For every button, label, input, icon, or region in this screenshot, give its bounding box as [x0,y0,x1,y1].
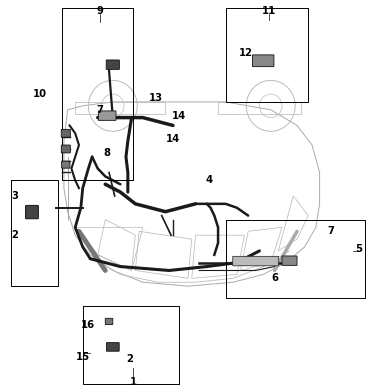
Text: 10: 10 [32,89,47,99]
Text: 3: 3 [12,191,18,201]
Text: 5: 5 [356,244,362,254]
Text: 11: 11 [262,6,276,16]
Text: 13: 13 [149,93,163,103]
FancyBboxPatch shape [62,161,70,168]
FancyBboxPatch shape [98,111,116,120]
FancyBboxPatch shape [106,60,120,69]
FancyBboxPatch shape [105,318,113,325]
Text: 4: 4 [205,175,212,185]
Text: 1: 1 [130,377,137,387]
Text: 14: 14 [166,134,180,144]
FancyBboxPatch shape [233,256,279,266]
Text: 2: 2 [126,354,133,364]
Text: 12: 12 [239,48,253,58]
Text: 2: 2 [12,230,18,240]
Text: 8: 8 [104,148,111,158]
Text: 16: 16 [81,320,96,330]
FancyBboxPatch shape [61,145,70,153]
Text: 7: 7 [327,226,334,236]
Text: 15: 15 [76,352,90,362]
FancyBboxPatch shape [282,256,297,265]
FancyBboxPatch shape [26,205,38,219]
FancyBboxPatch shape [106,343,119,351]
Text: 14: 14 [171,111,186,121]
FancyBboxPatch shape [253,55,274,67]
Text: 6: 6 [271,273,278,283]
FancyBboxPatch shape [61,129,70,137]
Text: 9: 9 [96,6,103,16]
Text: 7: 7 [96,105,103,115]
